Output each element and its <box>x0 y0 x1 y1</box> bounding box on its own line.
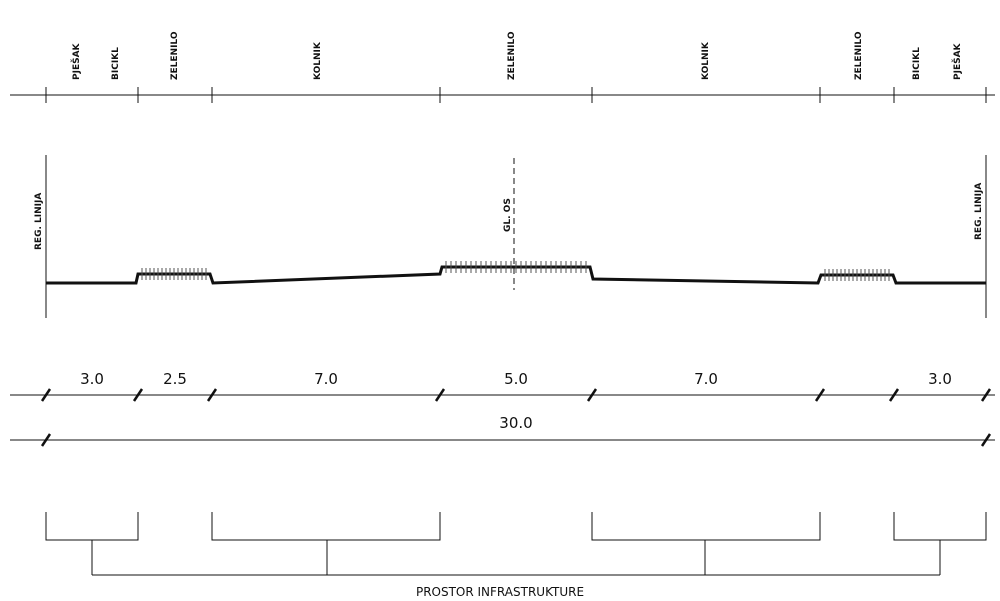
green-strip-right-hatch <box>824 269 890 281</box>
dimension-3-0-left: 3.0 <box>80 370 104 388</box>
label-kolnik-right: KOLNIK <box>701 41 711 80</box>
dimension-3-0-right: 3.0 <box>928 370 952 388</box>
dimension-7-0-right: 7.0 <box>694 370 718 388</box>
center-axis-label: GL. OS <box>503 198 513 232</box>
green-strip-center-hatch <box>445 261 587 273</box>
label-bicikl-right: BICIKL <box>912 47 922 80</box>
top-reference-line <box>10 87 995 103</box>
reg-linija-right-label: REG. LINIJA <box>974 183 984 240</box>
label-pjesak-left: PJEŠAK <box>70 42 82 80</box>
dimension-line-total <box>10 433 995 447</box>
label-bicikl-left: BICIKL <box>111 47 121 80</box>
infrastructure-brackets <box>45 512 987 576</box>
label-pjesak-right: PJEŠAK <box>951 42 963 80</box>
green-strip-left-hatch <box>141 268 207 280</box>
label-zelenilo-center: ZELENILO <box>507 31 517 80</box>
label-zelenilo-right: ZELENILO <box>854 31 864 80</box>
dimension-5-0: 5.0 <box>504 370 528 388</box>
reg-linija-left-label: REG. LINIJA <box>34 193 44 250</box>
label-zelenilo-left: ZELENILO <box>170 31 180 80</box>
dimension-2-5: 2.5 <box>163 370 187 388</box>
dimension-7-0-left: 7.0 <box>314 370 338 388</box>
dimension-line-segments <box>10 388 995 402</box>
dimension-total: 30.0 <box>499 414 532 432</box>
label-kolnik-left: KOLNIK <box>313 41 323 80</box>
infrastructure-caption: PROSTOR INFRASTRUKTURE <box>416 585 584 599</box>
